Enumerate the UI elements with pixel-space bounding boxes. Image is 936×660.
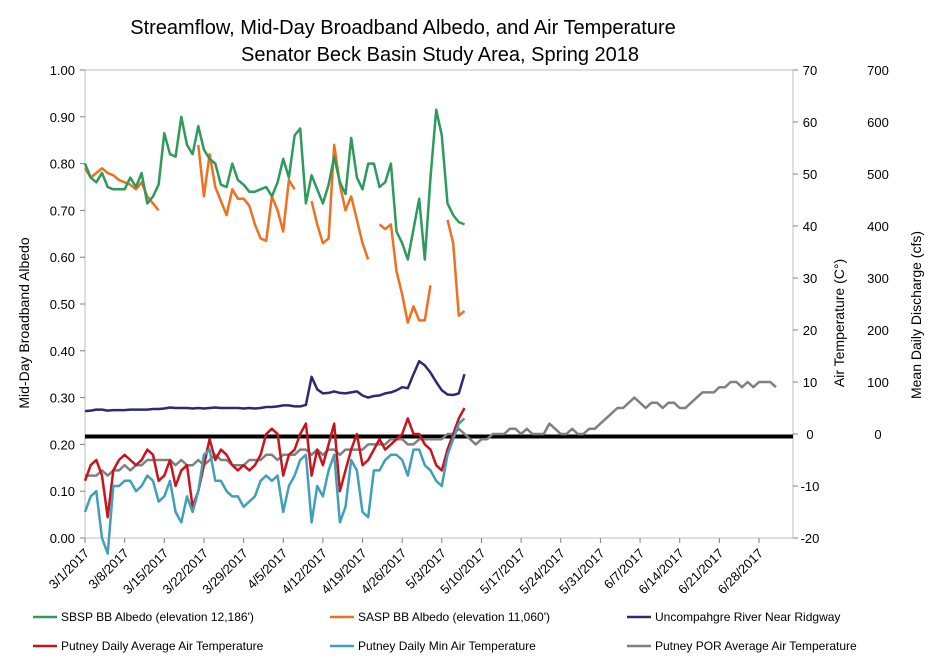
y-left-tick-label: 0.10 — [50, 484, 75, 499]
y-left-tick-label: 0.90 — [50, 110, 75, 125]
y-left-tick-label: 0.70 — [50, 203, 75, 218]
y-temp-axis-title: Air Temperature (C°) — [831, 259, 847, 387]
y-temp-tick-label: 20 — [803, 323, 817, 338]
legend-label: Putney Daily Average Air Temperature — [61, 639, 264, 653]
legend-label: Putney Daily Min Air Temperature — [358, 639, 536, 653]
chart-subtitle: Senator Beck Basin Study Area, Spring 20… — [241, 44, 639, 66]
series-line — [83, 108, 465, 261]
legend-label: SASP BB Albedo (elevation 11,060') — [358, 610, 550, 624]
y-left-tick-label: 0.00 — [50, 531, 75, 546]
y-left-tick-label: 0.40 — [50, 344, 75, 359]
y-left-tick-label: 0.60 — [50, 250, 75, 265]
legend-label: Putney POR Average Air Temperature — [655, 639, 857, 653]
legend-label: Uncompahgre River Near Ridgway — [655, 610, 840, 624]
y-left-tick-label: 0.20 — [50, 437, 75, 452]
y-left-tick-label: 0.80 — [50, 157, 75, 172]
y-temp-tick-label: -20 — [801, 531, 820, 546]
legend: SBSP BB Albedo (elevation 12,186') SASP B… — [33, 610, 857, 653]
y-temp-tick-label: 40 — [803, 219, 817, 234]
chart-title: Streamflow, Mid-Day Broadband Albedo, an… — [130, 17, 676, 39]
y-discharge-tick-label: 400 — [867, 219, 889, 234]
y-discharge-tick-label: 700 — [867, 63, 889, 78]
y-discharge-axis-title: Mean Daily Discharge (cfs) — [908, 231, 924, 399]
y-temp-tick-label: 0 — [806, 427, 813, 442]
y-left-axis-title: Mid-Day Broadband Albedo — [16, 237, 32, 408]
y-discharge-tick-label: 300 — [867, 271, 889, 286]
series-layer — [83, 108, 777, 555]
y-discharge-tick-label: 0 — [874, 427, 881, 442]
series-line — [83, 417, 466, 555]
series-line — [85, 380, 777, 477]
y-discharge-tick-label: 600 — [867, 115, 889, 130]
series-line — [83, 407, 466, 519]
y-temp-tick-label: 30 — [803, 271, 817, 286]
y-temp-tick-label: 60 — [803, 115, 817, 130]
y-left-tick-label: 1.00 — [50, 63, 75, 78]
y-temp-tick-label: 70 — [803, 63, 817, 78]
y-discharge-tick-label: 100 — [867, 375, 889, 390]
y-left-tick-label: 0.30 — [50, 391, 75, 406]
y-left-tick-label: 0.50 — [50, 297, 75, 312]
y-temp-tick-label: 10 — [803, 375, 817, 390]
legend-label: SBSP BB Albedo (elevation 12,186') — [61, 610, 254, 624]
series-line — [84, 359, 466, 413]
y-discharge-tick-label: 200 — [867, 323, 889, 338]
y-temp-tick-label: -10 — [801, 479, 820, 494]
y-temp-tick-label: 50 — [803, 167, 817, 182]
y-discharge-tick-label: 500 — [867, 167, 889, 182]
